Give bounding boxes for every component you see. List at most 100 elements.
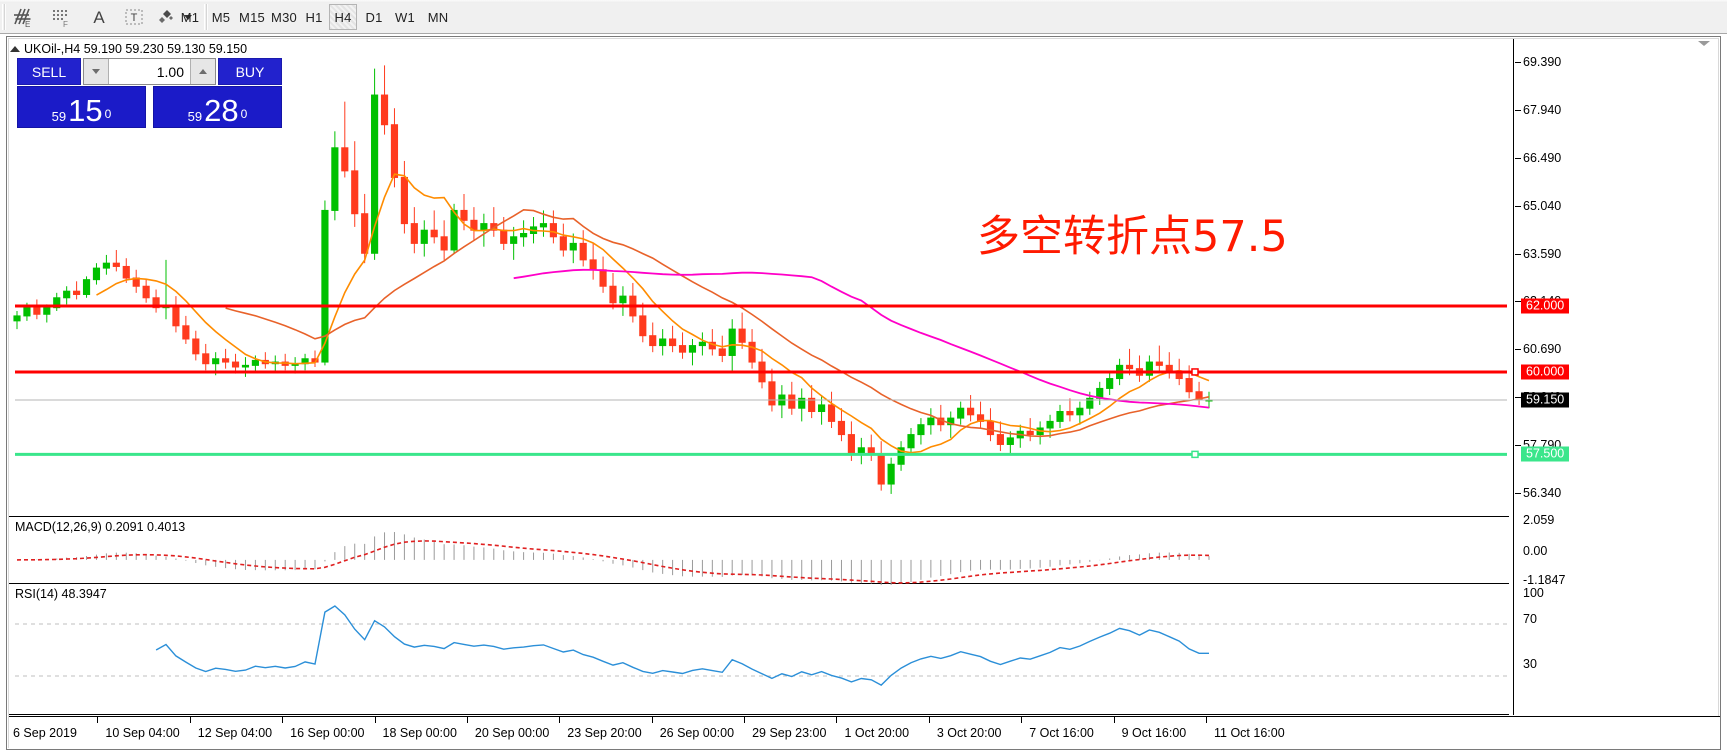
volume-down-icon[interactable] bbox=[84, 59, 109, 84]
volume-value[interactable]: 1.00 bbox=[156, 63, 184, 80]
macd-tick-label: 0.00 bbox=[1523, 544, 1548, 558]
time-tick bbox=[651, 717, 653, 723]
rsi-tick-label: 30 bbox=[1523, 657, 1537, 671]
macd-histogram bbox=[26, 532, 1210, 586]
timeframe-h1[interactable]: H1 bbox=[305, 9, 323, 25]
macd-tick-label: 2.059 bbox=[1523, 513, 1555, 527]
level-grip-57.500 bbox=[1191, 450, 1199, 459]
price-tick-label: 67.940 bbox=[1523, 103, 1562, 118]
rsi-line bbox=[155, 605, 1209, 686]
macd-plot bbox=[16, 532, 1210, 586]
svg-text:A: A bbox=[93, 8, 105, 27]
chart-annotation: 多空转折点57.5 bbox=[977, 212, 1288, 262]
price-tick bbox=[1515, 158, 1521, 159]
time-tick bbox=[189, 717, 191, 723]
rsi-tick-label: 70 bbox=[1523, 612, 1537, 626]
price-tick bbox=[1515, 444, 1521, 446]
price-plot: 多空转折点57.5 bbox=[13, 65, 1507, 494]
price-badge-59.150[interactable]: 59.150 bbox=[1521, 392, 1570, 408]
time-tick bbox=[928, 717, 930, 723]
main-toolbar: E F A T bbox=[0, 0, 1727, 34]
time-tick bbox=[559, 717, 561, 723]
price-tick bbox=[1515, 62, 1521, 64]
text-label-icon[interactable]: T bbox=[118, 3, 150, 31]
time-tick-label: 9 Oct 16:00 bbox=[1121, 726, 1187, 740]
svg-text:T: T bbox=[131, 12, 138, 24]
timeframe-w1[interactable]: W1 bbox=[395, 9, 415, 25]
level-grip-60.000 bbox=[1191, 368, 1199, 376]
ma-line-e8622a bbox=[225, 208, 1210, 438]
time-axis[interactable]: 6 Sep 2019 10 Sep 04:00 12 Sep 04:00 16 Sep… bbox=[9, 716, 1720, 748]
buy-button[interactable]: BUY bbox=[218, 58, 282, 85]
svg-text:F: F bbox=[63, 20, 68, 28]
toolbar-grip[interactable] bbox=[2, 4, 8, 30]
toolbar-grip-2[interactable] bbox=[204, 4, 210, 30]
chevron-down-icon[interactable] bbox=[180, 3, 196, 31]
price-tick bbox=[1515, 492, 1521, 494]
timeframe-m5[interactable]: M5 bbox=[211, 9, 231, 25]
time-tick-label: 23 Sep 20:00 bbox=[567, 726, 642, 740]
ma-line-ff8c00 bbox=[96, 173, 1210, 454]
svg-text:E: E bbox=[25, 20, 30, 28]
price-tick bbox=[1515, 349, 1521, 351]
timeframe-d1[interactable]: D1 bbox=[365, 9, 383, 25]
time-tick-label: 26 Sep 00:00 bbox=[659, 726, 735, 740]
time-tick-label: 3 Oct 20:00 bbox=[936, 726, 1002, 740]
sell-button[interactable]: SELL bbox=[17, 58, 81, 85]
indicators-icon[interactable]: E bbox=[8, 3, 40, 31]
timeframe-mn[interactable]: MN bbox=[427, 9, 449, 25]
time-tick-label: 18 Sep 00:00 bbox=[382, 726, 457, 740]
price-tick-label: 56.340 bbox=[1523, 485, 1562, 500]
buy-price-integer: 59 bbox=[187, 109, 203, 124]
time-tick bbox=[97, 717, 99, 723]
time-tick bbox=[282, 717, 284, 723]
sell-price-point: 0 bbox=[104, 107, 112, 121]
time-tick-label: 1 Oct 20:00 bbox=[844, 726, 910, 740]
oct-top-row: SELL 1.00 BUY bbox=[17, 58, 282, 85]
time-tick bbox=[1113, 717, 1115, 723]
rsi-plot bbox=[15, 605, 1507, 686]
ma-line-ff00c8 bbox=[513, 268, 1210, 409]
macd-signal-line bbox=[16, 540, 1210, 584]
timeframe-m1[interactable]: M1 bbox=[180, 9, 200, 25]
timeframe-m30[interactable]: M30 bbox=[271, 9, 297, 25]
price-badge-57.500[interactable]: 57.500 bbox=[1521, 446, 1570, 462]
price-badge-62.000[interactable]: 62.000 bbox=[1521, 298, 1570, 314]
volume-stepper[interactable]: 1.00 bbox=[83, 58, 216, 85]
time-tick-label: 12 Sep 04:00 bbox=[197, 726, 273, 740]
price-tick-label: 60.690 bbox=[1523, 342, 1562, 357]
sell-price-main: 15 bbox=[68, 93, 103, 128]
rsi-pane: RSI(14) 48.3947 bbox=[9, 585, 1509, 715]
window-caret-icon[interactable] bbox=[1698, 41, 1710, 46]
time-tick bbox=[1206, 717, 1207, 723]
time-tick-label: 29 Sep 23:00 bbox=[752, 726, 827, 740]
sell-price-integer: 59 bbox=[51, 109, 67, 124]
time-tick-label: 20 Sep 00:00 bbox=[474, 726, 550, 740]
collapse-icon[interactable] bbox=[10, 46, 20, 52]
price-pane: 多空转折点57.5 bbox=[9, 39, 1509, 517]
macd-pane: MACD(12,26,9) 0.2091 0.4013 bbox=[9, 518, 1509, 586]
sell-price-button[interactable]: 59 15 0 bbox=[17, 86, 146, 128]
time-tick-label: 7 Oct 16:00 bbox=[1029, 726, 1094, 740]
objects-icon[interactable] bbox=[154, 3, 180, 31]
time-tick bbox=[374, 717, 376, 723]
timeframe-m15[interactable]: M15 bbox=[239, 9, 265, 25]
price-badge-60.000[interactable]: 60.000 bbox=[1521, 364, 1570, 380]
periodicity-icon[interactable]: F bbox=[46, 3, 78, 31]
text-icon[interactable]: A bbox=[84, 3, 114, 31]
timeframe-h4[interactable]: H4 bbox=[329, 4, 357, 30]
time-tick-label: 6 Sep 2019 bbox=[13, 726, 77, 740]
price-axis[interactable]: 69.39067.94066.49065.04063.59062.14060.6… bbox=[1515, 39, 1720, 715]
macd-tick-label: -1.1847 bbox=[1523, 573, 1566, 587]
chart-title: UKOil-,H4 59.190 59.230 59.130 59.150 bbox=[10, 40, 247, 58]
price-tick bbox=[1515, 253, 1521, 255]
macd-label: MACD(12,26,9) 0.2091 0.4013 bbox=[15, 520, 186, 534]
time-tick bbox=[836, 717, 838, 723]
buy-price-point: 0 bbox=[240, 107, 248, 121]
volume-up-icon[interactable] bbox=[190, 59, 215, 84]
time-tick-label: 11 Oct 16:00 bbox=[1214, 726, 1285, 740]
buy-price-button[interactable]: 59 28 0 bbox=[153, 86, 282, 128]
time-tick-label: 16 Sep 00:00 bbox=[290, 726, 365, 740]
chart-title-text: UKOil-,H4 59.190 59.230 59.130 59.150 bbox=[24, 42, 248, 56]
price-tick-label: 63.590 bbox=[1523, 246, 1562, 261]
